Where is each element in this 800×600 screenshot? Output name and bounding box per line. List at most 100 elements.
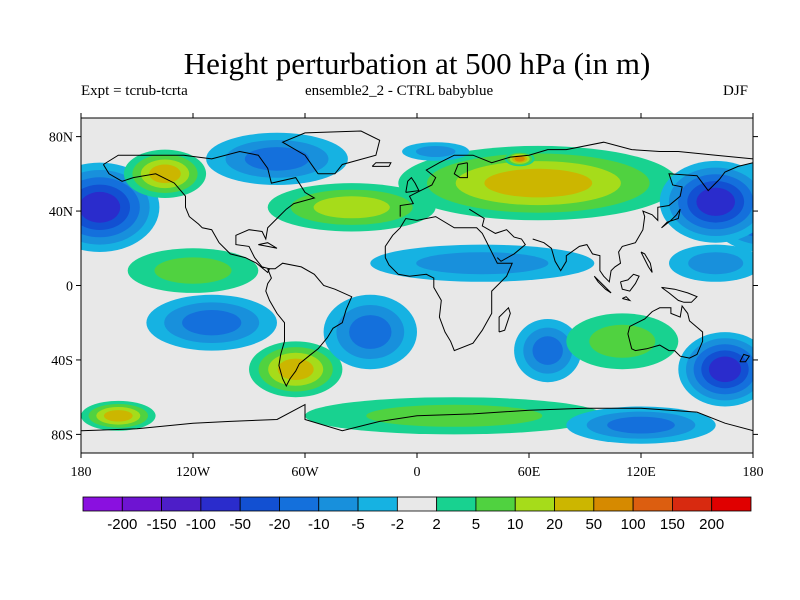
colorbar-label-6: -5 xyxy=(351,516,364,533)
x-tick-label-2: 60W xyxy=(291,465,319,480)
anomaly-region-antarctic-west-high xyxy=(81,400,156,431)
colorbar-swatch-10 xyxy=(475,496,516,512)
coastline-9 xyxy=(405,176,420,193)
colorbar-label-8: 2 xyxy=(432,516,440,533)
contour-band-17-2 xyxy=(589,324,656,358)
coastline-19 xyxy=(258,242,278,249)
field-contours xyxy=(81,132,753,444)
ensemble-label: ensemble2_2 - CTRL babyblue xyxy=(305,83,494,99)
colorbar-swatch-3 xyxy=(200,496,241,512)
colorbar-label-3: -50 xyxy=(229,516,251,533)
contour-band-12-2 xyxy=(688,252,744,275)
anomaly-region-tropics-east xyxy=(669,244,753,282)
anomaly-region-southeast-pacific-low xyxy=(678,332,753,407)
anomaly-region-alaska-high xyxy=(123,149,207,198)
colorbar-label-2: -100 xyxy=(186,516,216,533)
colorbar-swatch-14 xyxy=(632,496,673,512)
colorbar-label-15: 200 xyxy=(699,516,724,533)
coastline-11 xyxy=(593,275,612,294)
contour-band-14-4 xyxy=(277,358,314,380)
anomaly-region-south-pacific-low xyxy=(146,294,277,351)
y-tick-label-3: 40S xyxy=(51,354,73,369)
anomaly-region-indian-ocean-low xyxy=(514,319,582,383)
contour-band-1-5 xyxy=(81,191,121,223)
colorbar-swatch-12 xyxy=(554,496,595,512)
y-tick-label-0: 80N xyxy=(49,131,73,146)
coastline-12 xyxy=(622,296,632,302)
colorbar-swatch-0 xyxy=(82,496,123,512)
contour-band-21-3 xyxy=(607,416,675,434)
contour-band-11-2 xyxy=(416,252,549,275)
anomaly-region-southern-ocean-band xyxy=(305,397,604,435)
coastline-14 xyxy=(661,286,698,303)
colorbar-swatch-6 xyxy=(318,496,359,512)
coastline-20 xyxy=(453,162,468,179)
contour-band-16-3 xyxy=(532,336,563,365)
colorbar-label-5: -10 xyxy=(308,516,330,533)
colorbar-label-10: 10 xyxy=(507,516,524,533)
season-label: DJF xyxy=(723,83,749,99)
contour-band-7-5 xyxy=(514,156,525,162)
x-tick-label-4: 60E xyxy=(518,465,541,480)
x-tick-label-3: 0 xyxy=(414,465,421,480)
contour-band-13-3 xyxy=(182,310,242,336)
contour-band-4-3 xyxy=(244,147,310,171)
y-tick-label-4: 80S xyxy=(51,428,73,443)
colorbar-label-11: 20 xyxy=(546,516,563,533)
colorbar-swatch-5 xyxy=(279,496,320,512)
colorbar-label-14: 150 xyxy=(660,516,685,533)
colorbar-label-4: -20 xyxy=(269,516,291,533)
colorbar-swatch-15 xyxy=(672,496,713,512)
colorbar-swatch-7 xyxy=(357,496,398,512)
axis-ticks: 180 120W 60W 0 60E 120E 180 80N 40N 0 40S 80S xyxy=(49,113,764,480)
coastline-7 xyxy=(281,130,381,175)
coastline-2 xyxy=(384,216,513,352)
contour-band-19-2 xyxy=(366,404,543,427)
coastline-5 xyxy=(532,162,753,283)
anomaly-region-eurasia-high xyxy=(398,145,679,221)
x-tick-label-6: 180 xyxy=(743,465,764,480)
contour-band-5-3 xyxy=(313,196,390,219)
coastline-16 xyxy=(498,306,511,333)
chart-title: Height perturbation at 500 hPa (in m) xyxy=(183,46,651,81)
anomaly-region-south-america-high xyxy=(249,341,343,398)
y-tick-label-1: 40N xyxy=(49,205,73,220)
colorbar-label-12: 50 xyxy=(585,516,602,533)
coastline-3 xyxy=(399,141,753,217)
coastline-6 xyxy=(627,304,704,359)
coastline-15 xyxy=(640,251,653,273)
coastline-1 xyxy=(265,262,353,388)
anomaly-region-australia-high xyxy=(566,313,679,370)
contour-band-3-4 xyxy=(149,164,181,184)
colorbar: -200 -150 -100 -50 -20 -10 -5 -2 2 5 10 20 50 100 150 2… xyxy=(82,496,752,533)
experiment-label: Expt = tcrub-tcrta xyxy=(81,83,188,99)
x-tick-label-1: 120W xyxy=(176,465,211,480)
coastline-17 xyxy=(739,353,751,363)
contour-band-20-4 xyxy=(103,410,133,422)
colorbar-label-9: 5 xyxy=(472,516,480,533)
coastline-0 xyxy=(102,150,316,274)
colorbar-label-1: -150 xyxy=(147,516,177,533)
anomaly-region-tropics-west xyxy=(127,248,259,293)
contour-band-6-4 xyxy=(484,168,593,198)
x-tick-label-5: 120E xyxy=(626,465,656,480)
anomaly-region-east-asia-low xyxy=(659,160,753,243)
anomaly-region-siberia-peak xyxy=(504,151,535,167)
x-tick-label-0: 180 xyxy=(71,465,92,480)
contour-band-8-2 xyxy=(415,146,456,157)
contour-band-15-3 xyxy=(349,315,392,349)
contour-band-18-5 xyxy=(708,356,742,383)
coastline-13 xyxy=(620,273,640,292)
contour-band-9-5 xyxy=(696,187,735,216)
coastline-8 xyxy=(81,403,753,432)
contour-band-10-2 xyxy=(154,257,232,284)
colorbar-label-7: -2 xyxy=(391,516,404,533)
colorbar-swatch-9 xyxy=(436,496,477,512)
anomaly-region-canada-arctic-low xyxy=(206,132,348,185)
coastline-10 xyxy=(661,208,681,229)
colorbar-swatch-8 xyxy=(396,496,438,512)
colorbar-swatch-11 xyxy=(514,496,555,512)
y-tick-label-2: 0 xyxy=(66,280,73,295)
colorbar-swatch-13 xyxy=(593,496,634,512)
